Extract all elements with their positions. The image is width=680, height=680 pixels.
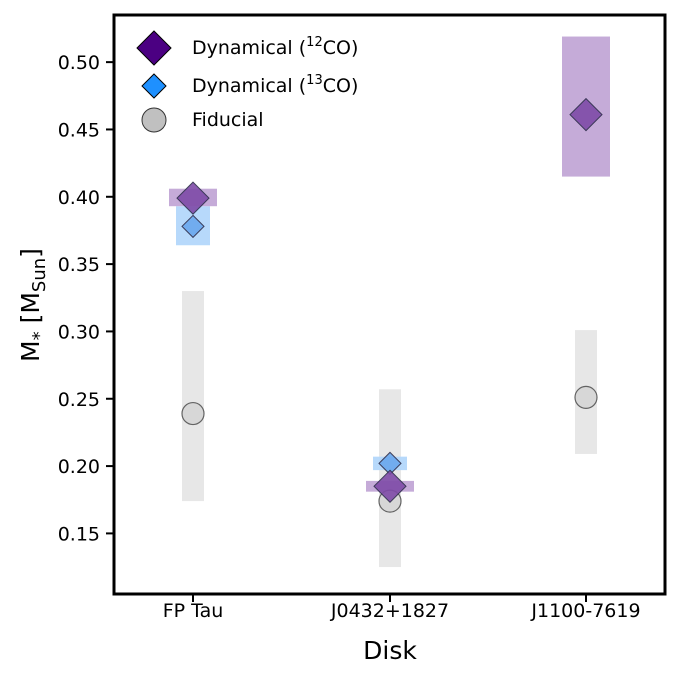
y-tick-label: 0.30 [58, 321, 100, 343]
y-axis-ticks: 0.15 0.20 0.25 0.30 0.35 0.40 0.45 0.50 [58, 52, 114, 545]
legend-marker-1 [141, 73, 167, 99]
point-0-0 [176, 181, 210, 215]
point-1-0 [181, 214, 205, 239]
x-axis-ticks: FP Tau J0432+1827 J1100-7619 [163, 594, 641, 622]
legend-label: Dynamical (12CO) [192, 35, 358, 59]
y-tick-label: 0.15 [58, 523, 100, 545]
y-tick-label: 0.45 [58, 119, 100, 141]
x-tick-label: J0432+1827 [330, 600, 449, 622]
point-0-1 [373, 469, 407, 503]
legend-label: Dynamical (13CO) [192, 73, 358, 97]
point-0-2 [569, 97, 603, 132]
y-axis-label: M* [MSun] [16, 248, 50, 362]
legend-label: Fiducial [192, 109, 264, 131]
y-tick-label: 0.50 [58, 52, 100, 74]
x-tick-label: FP Tau [163, 600, 224, 622]
point-2-0 [181, 401, 205, 426]
x-axis-label: Disk [363, 636, 417, 665]
y-tick-label: 0.40 [58, 187, 100, 209]
y-tick-label: 0.25 [58, 389, 100, 411]
y-tick-label: 0.35 [58, 254, 100, 276]
legend-marker-0 [136, 30, 172, 66]
point-2-2 [574, 385, 598, 410]
legend-marker-fiducial [141, 107, 167, 133]
error-band-2-0 [182, 291, 204, 502]
x-tick-label: J1100-7619 [530, 600, 640, 622]
y-tick-label: 0.20 [58, 456, 100, 478]
data-points [176, 97, 603, 513]
legend: Dynamical (12CO) Dynamical (13CO) Fiducial [136, 30, 358, 133]
